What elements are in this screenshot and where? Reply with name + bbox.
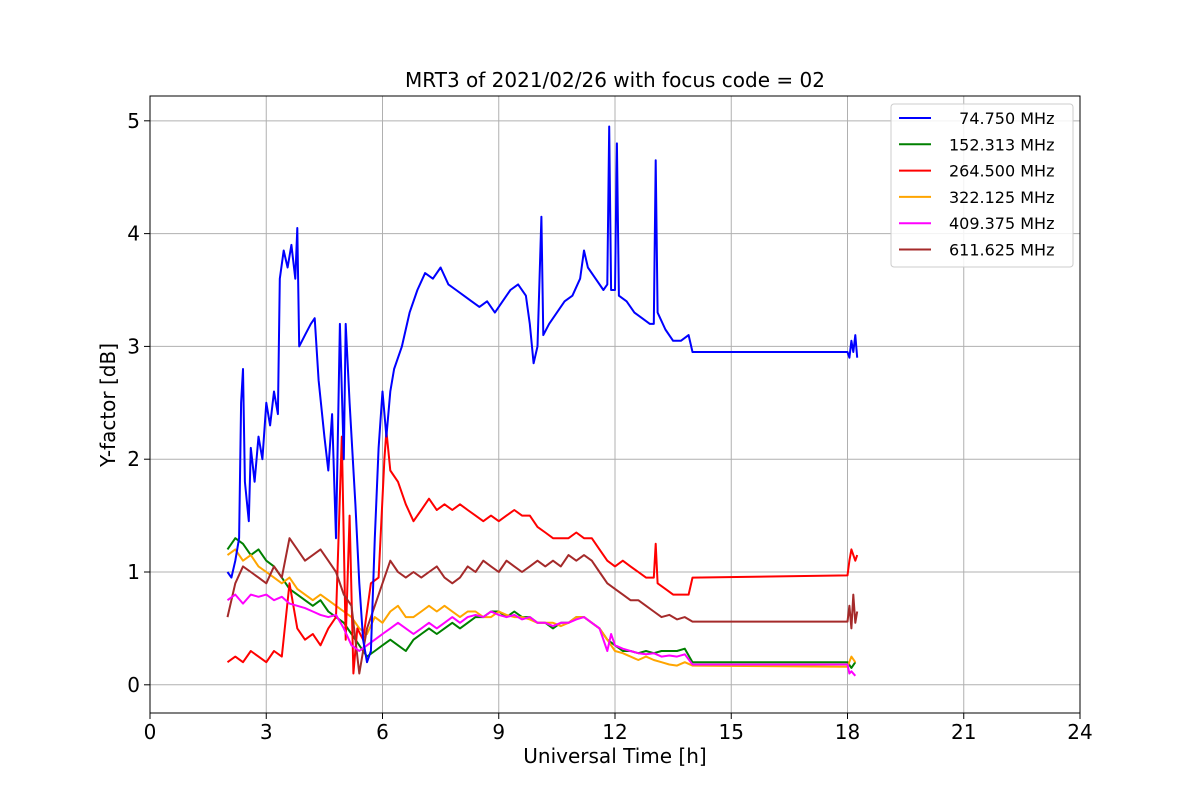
y-tick-label: 1 bbox=[127, 560, 140, 584]
series-line-6 bbox=[226, 537, 859, 675]
legend-box bbox=[890, 103, 1074, 268]
y-tick-label: 4 bbox=[127, 222, 140, 246]
x-tick-label: 18 bbox=[835, 720, 860, 744]
y-tick-label: 3 bbox=[127, 334, 140, 358]
chart-title: MRT3 of 2021/02/26 with focus code = 02 bbox=[405, 68, 825, 92]
legend-label: 74.750 MHz bbox=[949, 109, 1054, 128]
series-line-1 bbox=[226, 125, 859, 664]
series-line-5 bbox=[226, 593, 857, 677]
legend-label: 152.313 MHz bbox=[949, 135, 1054, 154]
x-tick-label: 3 bbox=[260, 720, 273, 744]
y-tick-label: 0 bbox=[127, 673, 140, 697]
series-line-4 bbox=[226, 548, 857, 668]
x-tick-label: 15 bbox=[719, 720, 744, 744]
x-axis-label: Universal Time [h] bbox=[523, 744, 706, 768]
x-tick-label: 24 bbox=[1067, 720, 1092, 744]
y-axis-label: Y-factor [dB] bbox=[96, 343, 120, 468]
x-tick-label: 12 bbox=[602, 720, 627, 744]
legend: 74.750 MHz 152.313 MHz 264.500 MHz 322.125 … bbox=[890, 103, 1074, 268]
x-tick-label: 0 bbox=[144, 720, 157, 744]
legend-label: 611.625 MHz bbox=[949, 241, 1054, 260]
legend-label: 264.500 MHz bbox=[949, 162, 1054, 181]
series-line-3 bbox=[226, 430, 859, 675]
series-group bbox=[226, 125, 859, 677]
x-tick-label: 9 bbox=[492, 720, 505, 744]
x-tick-label: 21 bbox=[951, 720, 976, 744]
y-tick-label: 5 bbox=[127, 109, 140, 133]
x-tick-label: 6 bbox=[376, 720, 389, 744]
legend-label: 322.125 MHz bbox=[949, 188, 1054, 207]
x-axis-ticks: 0 3 6 9 12 15 18 21 24 bbox=[144, 713, 1093, 744]
y-tick-label: 2 bbox=[127, 447, 140, 471]
legend-label: 409.375 MHz bbox=[949, 214, 1054, 233]
y-axis-ticks: 0 1 2 3 4 5 bbox=[127, 109, 150, 697]
